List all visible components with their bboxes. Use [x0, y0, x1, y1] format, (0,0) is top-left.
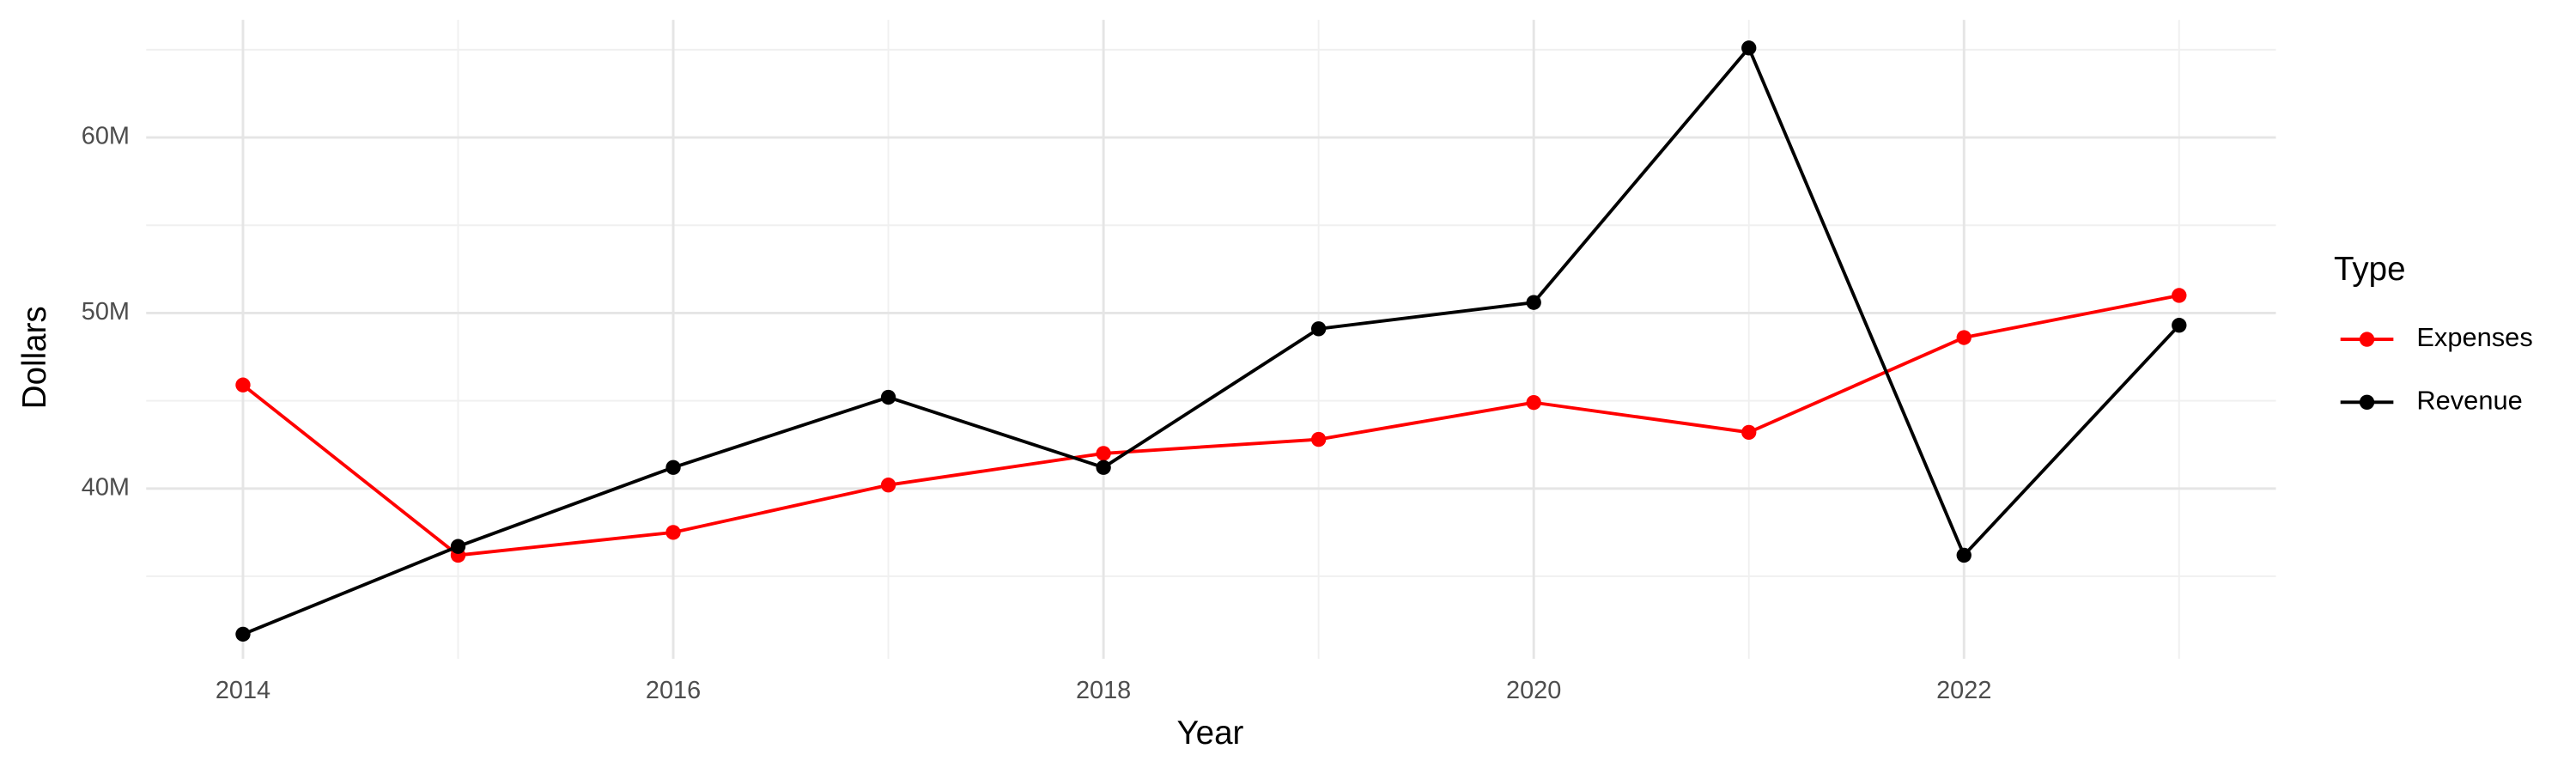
data-point — [450, 539, 466, 554]
data-point — [1526, 394, 1541, 411]
x-tick-label: 2020 — [1506, 677, 1561, 704]
x-axis-title: Year — [1176, 715, 1243, 752]
x-tick-label: 2016 — [646, 677, 701, 704]
data-point — [1526, 295, 1541, 310]
x-tick-label: 2022 — [1936, 677, 1991, 704]
y-axis-title: Dollars — [16, 306, 53, 409]
data-point — [235, 377, 251, 393]
legend-label: Expenses — [2416, 322, 2532, 352]
y-tick-label: 40M — [82, 473, 130, 501]
data-point — [2172, 288, 2187, 303]
data-point — [665, 460, 681, 475]
legend-label: Revenue — [2416, 385, 2522, 415]
data-point — [2172, 318, 2187, 333]
grid — [146, 20, 2276, 660]
y-tick-label: 60M — [82, 123, 130, 150]
series-line — [241, 294, 2180, 557]
x-tick-label: 2018 — [1076, 677, 1131, 704]
data-point — [1741, 40, 1757, 56]
legend-key-point — [2359, 394, 2375, 410]
data-point — [1956, 547, 1971, 563]
y-tick-label: 50M — [82, 298, 130, 326]
data-point — [1310, 321, 1327, 337]
data-point — [1310, 431, 1327, 447]
data-point — [1741, 424, 1757, 441]
x-tick-label: 2014 — [216, 677, 270, 704]
data-point — [880, 389, 896, 405]
data-point — [880, 478, 896, 493]
data-point — [1096, 460, 1111, 475]
data-point — [1956, 330, 1971, 345]
legend-title: Type — [2334, 251, 2406, 288]
data-point — [1096, 446, 1111, 461]
series-line — [242, 45, 2181, 636]
data-point — [235, 626, 251, 642]
data-point — [665, 525, 681, 540]
legend-key-point — [2359, 332, 2375, 347]
